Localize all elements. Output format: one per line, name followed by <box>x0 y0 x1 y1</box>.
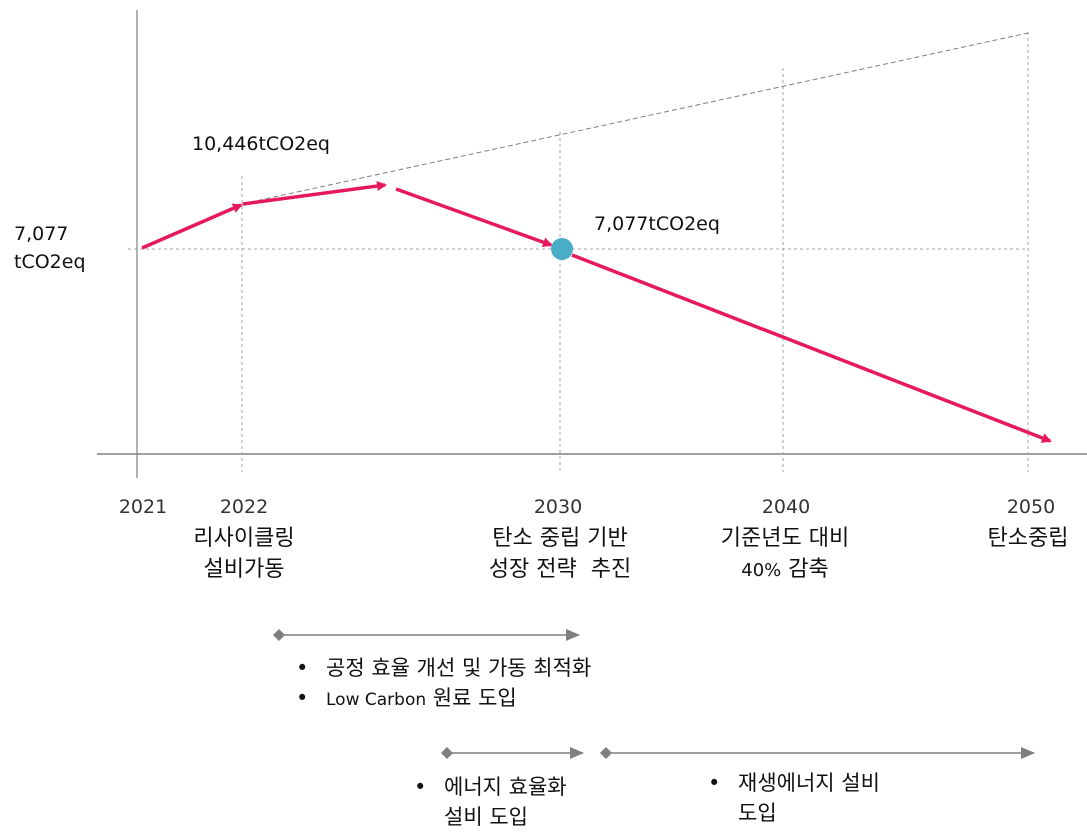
milestone-2040-text: 감축 <box>781 557 829 582</box>
milestone-2050-line1: 탄소중립 <box>987 526 1069 551</box>
phase-renewable-item: • 재생에너지 설비 <box>708 768 880 798</box>
milestone-2030-line1: 탄소 중립 기반 <box>492 526 628 551</box>
base-value-number: 7,077 <box>14 223 69 245</box>
phase-process-list: • 공정 효율 개선 및 가동 최적화 • Low Carbon 원료 도입 <box>296 653 591 715</box>
target-2030-marker <box>551 238 573 260</box>
peak-value-label: 10,446tCO2eq <box>192 133 330 155</box>
bau-projection-line <box>241 32 1029 205</box>
milestone-2022-line1: 리사이클링 <box>193 526 295 551</box>
phase-renewable-text-2: 도입 <box>738 801 777 825</box>
bullet-icon: • <box>296 656 309 680</box>
emission-path-2022-peak <box>242 181 387 206</box>
bullet-icon: • <box>708 771 721 795</box>
bullet-icon: • <box>414 775 427 799</box>
phase-renewable-item-cont: 도입 <box>708 798 880 828</box>
milestone-2040-line2: 40% 감축 <box>695 554 875 586</box>
phase-process-item-1: • 공정 효율 개선 및 가동 최적화 <box>296 653 591 683</box>
phase-energy-item-cont: 설비 도입 <box>414 802 567 832</box>
milestone-2022: 리사이클링 설비가동 <box>164 523 324 585</box>
phase-energy-text-1: 에너지 효율화 <box>444 775 567 799</box>
year-label-2022: 2022 <box>219 496 269 518</box>
emission-path-2030-2050 <box>571 253 1052 443</box>
phase-renewable-text-1: 재생에너지 설비 <box>738 771 880 795</box>
milestone-2050: 탄소중립 <box>973 523 1083 554</box>
year-label-2040: 2040 <box>761 496 811 518</box>
milestone-2040-percent: 40% <box>741 560 782 581</box>
base-value-label: 7,077 tCO2eq <box>14 222 86 274</box>
milestone-2022-line2: 설비가동 <box>203 557 285 582</box>
phase-process-text-1: 공정 효율 개선 및 가동 최적화 <box>326 656 592 680</box>
milestone-2040: 기준년도 대비 40% 감축 <box>695 523 875 586</box>
phase-process-text-2: 원료 도입 <box>426 686 517 710</box>
milestone-2030-line2: 성장 전략 추진 <box>488 557 632 582</box>
emission-path-2021-2022 <box>141 203 243 250</box>
bullet-icon: • <box>296 686 309 710</box>
emission-path-peak-2030 <box>395 187 553 247</box>
milestone-2030: 탄소 중립 기반 성장 전략 추진 <box>460 523 660 585</box>
phase-energy-list: • 에너지 효율화 설비 도입 <box>414 772 567 832</box>
phase-process-item-2: • Low Carbon 원료 도입 <box>296 683 591 715</box>
year-label-2021: 2021 <box>118 496 168 518</box>
base-value-unit: tCO2eq <box>14 251 86 273</box>
milestone-2040-line1: 기준년도 대비 <box>720 526 850 551</box>
target-2030-value-label: 7,077tCO2eq <box>594 213 720 235</box>
year-label-2050: 2050 <box>1006 496 1056 518</box>
phase-process-text-2-small: Low Carbon <box>326 690 427 710</box>
phase-energy-item: • 에너지 효율화 <box>414 772 567 802</box>
phase-energy-text-2: 설비 도입 <box>444 805 528 829</box>
phase-renewable-list: • 재생에너지 설비 도입 <box>708 768 880 828</box>
year-label-2030: 2030 <box>533 496 583 518</box>
